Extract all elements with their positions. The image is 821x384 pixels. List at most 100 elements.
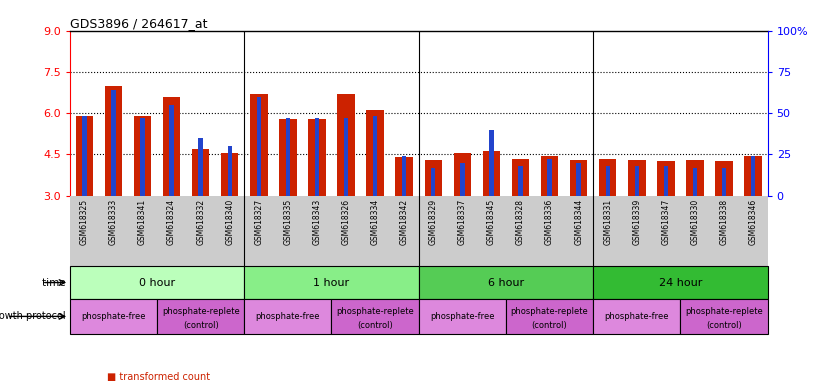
Bar	[163, 97, 181, 196]
Bar	[332, 299, 419, 334]
Bar	[606, 166, 610, 196]
Text: ■ transformed count: ■ transformed count	[107, 372, 210, 382]
Text: GSM618336: GSM618336	[545, 199, 554, 245]
Text: GSM618339: GSM618339	[632, 199, 641, 245]
Text: GSM618335: GSM618335	[283, 199, 292, 245]
Text: GSM618334: GSM618334	[370, 199, 379, 245]
Bar	[192, 149, 209, 196]
Bar	[308, 119, 326, 196]
Bar	[286, 118, 290, 196]
Text: (control): (control)	[357, 321, 393, 330]
Bar	[635, 166, 639, 196]
Bar	[745, 156, 762, 196]
Text: GSM618343: GSM618343	[313, 199, 322, 245]
Bar	[751, 156, 755, 196]
Text: (control): (control)	[183, 321, 218, 330]
Text: phosphate-replete: phosphate-replete	[162, 306, 240, 316]
Bar	[715, 161, 733, 196]
Bar	[686, 161, 704, 196]
Bar	[257, 97, 261, 196]
Bar	[489, 130, 493, 196]
Text: GSM618324: GSM618324	[167, 199, 176, 245]
Bar	[419, 266, 594, 299]
Bar	[111, 90, 116, 196]
Text: (control): (control)	[532, 321, 567, 330]
Bar	[221, 153, 238, 196]
Bar	[454, 153, 471, 196]
Bar	[681, 299, 768, 334]
Text: GDS3896 / 264617_at: GDS3896 / 264617_at	[70, 17, 207, 30]
Text: phosphate-free: phosphate-free	[81, 312, 145, 321]
Text: GSM618330: GSM618330	[690, 199, 699, 245]
Text: 1 hour: 1 hour	[314, 278, 350, 288]
Text: GSM618331: GSM618331	[603, 199, 612, 245]
Bar	[76, 116, 93, 196]
Text: GSM618342: GSM618342	[400, 199, 409, 245]
Bar	[70, 266, 245, 299]
Bar	[657, 161, 675, 196]
Bar	[483, 151, 500, 196]
Text: GSM618347: GSM618347	[662, 199, 671, 245]
Bar	[245, 299, 332, 334]
Text: GSM618346: GSM618346	[749, 199, 758, 245]
Bar	[134, 116, 151, 196]
Text: phosphate-free: phosphate-free	[255, 312, 320, 321]
Text: time: time	[42, 278, 69, 288]
Text: phosphate-free: phosphate-free	[430, 312, 494, 321]
Bar	[402, 156, 406, 196]
Bar	[169, 105, 174, 196]
Bar	[82, 116, 86, 196]
Text: GSM618326: GSM618326	[342, 199, 351, 245]
Text: GSM618333: GSM618333	[109, 199, 118, 245]
Bar	[366, 111, 383, 196]
Bar	[227, 146, 232, 196]
Text: GSM618332: GSM618332	[196, 199, 205, 245]
Text: phosphate-free: phosphate-free	[604, 312, 669, 321]
Bar	[279, 119, 296, 196]
Text: GSM618329: GSM618329	[429, 199, 438, 245]
Bar	[541, 156, 558, 196]
Bar	[593, 266, 768, 299]
Bar	[419, 299, 506, 334]
Text: 0 hour: 0 hour	[139, 278, 175, 288]
Bar	[250, 94, 268, 196]
Bar	[593, 299, 681, 334]
Text: GSM618327: GSM618327	[255, 199, 264, 245]
Bar	[105, 86, 122, 196]
Text: GSM618337: GSM618337	[458, 199, 467, 245]
Bar	[373, 116, 378, 196]
Bar	[344, 118, 348, 196]
Bar	[245, 266, 419, 299]
Bar	[157, 299, 245, 334]
Text: growth protocol: growth protocol	[0, 311, 69, 321]
Bar	[599, 159, 617, 196]
Bar	[628, 161, 645, 196]
Text: phosphate-replete: phosphate-replete	[686, 306, 763, 316]
Text: GSM618345: GSM618345	[487, 199, 496, 245]
Bar	[337, 94, 355, 196]
Bar	[570, 161, 587, 196]
Bar	[511, 159, 530, 196]
Bar	[431, 167, 435, 196]
Bar	[576, 163, 580, 196]
Bar	[506, 299, 594, 334]
Bar	[518, 166, 523, 196]
Text: GSM618328: GSM618328	[516, 199, 525, 245]
Bar	[693, 167, 697, 196]
Text: GSM618340: GSM618340	[225, 199, 234, 245]
Bar	[424, 161, 442, 196]
Text: 24 hour: 24 hour	[658, 278, 702, 288]
Bar	[396, 157, 413, 196]
Bar	[460, 163, 465, 196]
Bar	[314, 118, 319, 196]
Bar	[199, 138, 203, 196]
Text: 6 hour: 6 hour	[488, 278, 524, 288]
Text: GSM618341: GSM618341	[138, 199, 147, 245]
Bar	[722, 167, 727, 196]
Bar	[140, 118, 144, 196]
Bar	[663, 166, 668, 196]
Bar	[548, 159, 552, 196]
Text: phosphate-replete: phosphate-replete	[511, 306, 589, 316]
Text: (control): (control)	[706, 321, 742, 330]
Text: GSM618344: GSM618344	[574, 199, 583, 245]
